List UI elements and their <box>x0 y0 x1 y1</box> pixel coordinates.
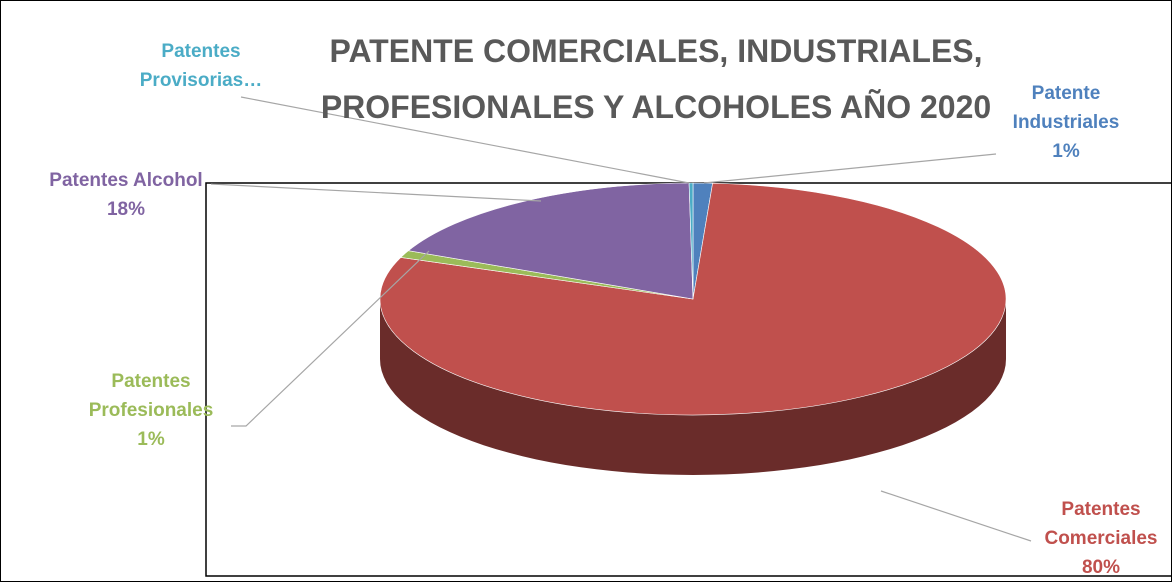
chart-title: PATENTE COMERCIALES, INDUSTRIALES, PROFE… <box>320 33 992 125</box>
leader-line <box>703 153 997 184</box>
leader-line <box>240 96 690 184</box>
label-value: 1% <box>137 429 165 450</box>
leader-line <box>880 490 1032 542</box>
label-name: Patentes Profesionales <box>88 371 214 421</box>
leader-line <box>210 183 542 202</box>
label-name: Patentes Comerciales <box>1044 499 1158 549</box>
label-name: Patentes Provisorias… <box>139 41 263 91</box>
label-value: 1% <box>1052 141 1080 162</box>
label-value: 18% <box>106 199 146 220</box>
label-name: Patentes Alcohol <box>49 170 203 191</box>
data-label: Patentes Profesionales 1% <box>61 367 241 454</box>
data-label: Patentes Comerciales 80% <box>1021 495 1172 582</box>
slice <box>688 182 694 300</box>
leader-line <box>231 250 430 427</box>
data-label: Patentes Alcohol 18% <box>21 166 231 224</box>
label-name: Patente Industriales <box>1012 83 1120 133</box>
label-value: 80% <box>1081 557 1121 578</box>
data-label: Patentes Provisorias… <box>121 37 281 95</box>
slice-side <box>380 299 1006 475</box>
data-label: Patente Industriales 1% <box>986 79 1146 166</box>
slice <box>407 182 694 300</box>
